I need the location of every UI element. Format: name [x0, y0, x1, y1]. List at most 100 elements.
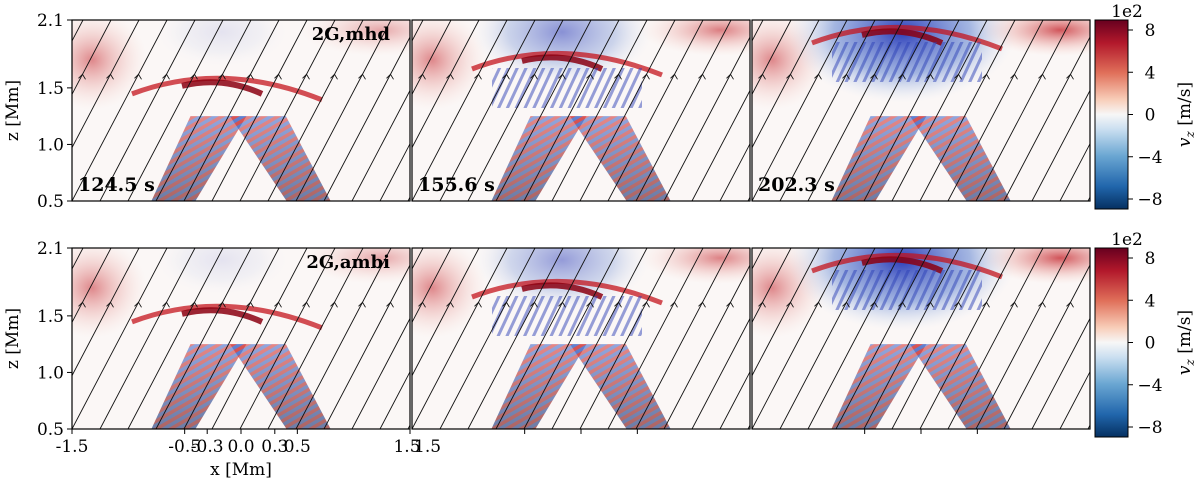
- heatmap-panel-0-2: [752, 20, 1090, 201]
- field-line: [691, 317, 750, 429]
- field-line: [323, 36, 410, 201]
- shock-front: [811, 24, 1003, 52]
- field-line: [919, 20, 1016, 201]
- field-line: [183, 248, 280, 429]
- time-label: 202.3 s: [758, 174, 835, 196]
- y-tick-label: 1.5: [37, 307, 64, 327]
- panel-frame: [411, 19, 751, 202]
- x-tick-label: 0.5: [284, 437, 311, 457]
- field-line: [635, 248, 732, 429]
- field-line: [752, 248, 792, 324]
- field-line: [267, 248, 364, 429]
- field-line: [1003, 264, 1090, 429]
- colorbar-scale: 1e2: [1111, 230, 1143, 250]
- field-line: [863, 20, 960, 201]
- field-line: [891, 20, 988, 201]
- field-line: [1031, 317, 1090, 429]
- field-line: [439, 248, 536, 429]
- field-line: [719, 142, 750, 201]
- y-tick-label: 1.0: [37, 135, 64, 155]
- field-line: [523, 248, 620, 429]
- y-axis-label: z [Mm]: [3, 80, 23, 141]
- run-label: 2G,ambi: [306, 252, 390, 273]
- field-line: [72, 20, 168, 201]
- field-line: [752, 20, 848, 201]
- field-line: [752, 248, 820, 377]
- panel-frame: [71, 19, 411, 202]
- colorbar-scale: 1e2: [1111, 2, 1143, 22]
- field-line: [412, 20, 480, 149]
- field-line: [323, 264, 410, 429]
- field-line: [579, 20, 676, 201]
- field-line: [663, 264, 750, 429]
- field-line: [412, 248, 480, 377]
- field-line: [99, 248, 196, 429]
- time-label: 155.6 s: [418, 174, 495, 196]
- shock-front: [471, 50, 663, 78]
- colorbar-label: vz [m/s]: [1175, 310, 1197, 375]
- field-line: [211, 20, 308, 201]
- field-line: [835, 248, 932, 429]
- field-line: [267, 20, 364, 201]
- colorbar-tick-label: 4: [1145, 291, 1156, 311]
- time-label: 124.5 s: [78, 174, 155, 196]
- field-line: [495, 248, 592, 429]
- field-line: [412, 248, 452, 324]
- colorbar-tick-label: 8: [1145, 249, 1156, 269]
- field-line: [719, 370, 750, 429]
- colorbar: [1094, 247, 1129, 438]
- colorbar-tick-label: 4: [1145, 63, 1156, 83]
- panel-frame: [751, 19, 1091, 202]
- field-line: [523, 20, 620, 201]
- field-line: [551, 20, 648, 201]
- field-line: [835, 20, 932, 201]
- heatmap-panel-1-0: [72, 248, 410, 429]
- field-line: [579, 248, 676, 429]
- heatmap-panel-0-0: [72, 20, 410, 201]
- field-line: [1059, 370, 1090, 429]
- x-axis-label: x [Mm]: [210, 460, 272, 480]
- y-tick-label: 0.5: [37, 420, 64, 440]
- colorbar: [1094, 19, 1129, 210]
- field-line: [295, 20, 392, 201]
- field-line: [379, 370, 410, 429]
- field-line: [863, 248, 960, 429]
- field-line: [127, 20, 224, 201]
- colorbar-tick-label: −4: [1137, 376, 1162, 396]
- heatmap-panel-1-2: [752, 248, 1090, 429]
- x-tick-label: 0.3: [261, 437, 288, 457]
- field-line: [779, 20, 876, 201]
- field-line: [975, 20, 1072, 201]
- y-tick-label: 1.5: [37, 79, 64, 99]
- y-tick-label: 2.1: [37, 239, 64, 259]
- field-line: [155, 248, 252, 429]
- field-line: [72, 20, 112, 96]
- field-line: [891, 248, 988, 429]
- y-tick-label: 2.1: [37, 11, 64, 31]
- heatmap-panel-0-1: [412, 20, 750, 201]
- field-line: [1059, 142, 1090, 201]
- colorbar-tick-label: −8: [1137, 418, 1162, 438]
- x-tick-label: -1.5: [56, 437, 89, 457]
- field-line: [691, 89, 750, 201]
- y-tick-label: 1.0: [37, 363, 64, 383]
- field-line: [351, 317, 410, 429]
- x-tick-label: 1.5: [414, 437, 441, 457]
- field-line: [439, 20, 536, 201]
- field-line: [295, 248, 392, 429]
- x-tick-label: 1.5: [393, 437, 420, 457]
- field-line: [211, 248, 308, 429]
- field-line: [807, 248, 904, 429]
- field-line: [467, 248, 564, 429]
- field-line: [607, 248, 704, 429]
- field-line: [351, 89, 410, 201]
- colorbar-tick-label: 8: [1145, 21, 1156, 41]
- field-line: [947, 248, 1044, 429]
- y-tick-label: 0.5: [37, 192, 64, 212]
- run-label: 2G,mhd: [312, 24, 391, 45]
- field-line: [412, 248, 508, 429]
- colorbar-tick-label: 0: [1145, 106, 1156, 126]
- field-line: [495, 20, 592, 201]
- field-line: [752, 20, 820, 149]
